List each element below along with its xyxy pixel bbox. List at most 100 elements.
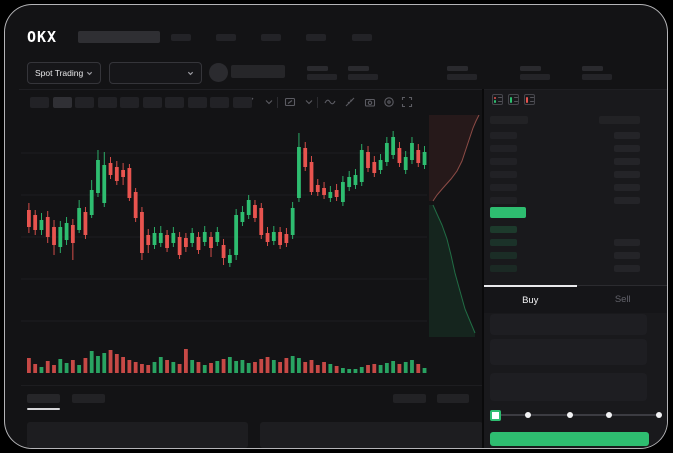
price-input[interactable] [490,314,647,335]
ticker-stat-group [520,66,550,80]
orderbook-ask-price[interactable] [490,184,517,191]
orderbook-ask-price[interactable] [490,171,517,178]
nav-item-placeholder[interactable] [352,34,372,41]
pair-selector-dropdown[interactable] [109,62,202,84]
chevron-down-icon [86,71,93,75]
nav-item-placeholder[interactable] [216,34,236,41]
orderbook-ask-amount [614,184,640,191]
stat-label-placeholder [348,66,369,71]
book-both-icon[interactable] [492,94,503,105]
book-asks-icon[interactable] [524,94,535,105]
chevron-down-icon[interactable] [263,96,275,108]
fullscreen-icon[interactable] [401,96,413,108]
timeframe-button[interactable] [232,97,252,108]
stat-label-placeholder [520,66,541,71]
camera-icon[interactable] [364,96,376,108]
candlestick-chart[interactable] [21,115,427,377]
orderbook-bid-amount [614,265,640,272]
stat-label-placeholder [307,66,328,71]
bottom-tab-active-indicator [27,408,60,410]
orderbook-ask-price[interactable] [490,145,517,152]
nav-item-placeholder[interactable] [261,34,281,41]
depth-chart[interactable] [429,115,483,337]
bottom-action-placeholder[interactable] [437,394,469,403]
orderbook-bid-price[interactable] [490,265,517,272]
indicators-icon[interactable] [284,96,296,108]
slider-track[interactable] [495,414,659,416]
orderbook-ask-price[interactable] [490,197,517,204]
ticker-stat-group [582,66,612,80]
measure-icon[interactable] [344,96,356,108]
toolbar-separator [317,97,318,108]
bottom-action-placeholder[interactable] [393,394,426,403]
orderbook-bid-price[interactable] [490,239,517,246]
last-price-badge [490,207,526,218]
slider-stop[interactable] [566,411,574,418]
ticker-stat-group [307,66,337,80]
book-bids-icon[interactable] [508,94,519,105]
device-frame: OKX Spot Trading [4,4,668,449]
chevron-down-icon[interactable] [303,96,315,108]
bottom-panel-left [27,422,248,448]
orderbook-trade-panel: Buy Sell [484,90,667,448]
tab-buy[interactable]: Buy [484,285,577,313]
timeframe-button[interactable] [120,97,139,108]
timeframe-button[interactable] [165,97,184,108]
trade-tabs: Buy Sell [484,285,667,313]
stat-value-placeholder [348,74,378,80]
slider-stop[interactable] [605,411,613,418]
ticker-stat-group [447,66,477,80]
toolbar-separator [277,97,278,108]
orderbook-ask-amount [614,197,640,204]
line-tool-icon[interactable] [324,96,336,108]
coin-avatar [209,63,228,82]
slider-stop[interactable] [524,411,532,418]
chart-bottom-divider [21,385,483,386]
timeframe-button[interactable] [30,97,49,108]
orderbook-ask-price[interactable] [490,132,517,139]
orderbook-amount-header [599,116,640,124]
timeframe-button[interactable] [52,97,72,108]
orderbook-ask-price[interactable] [490,158,517,165]
orderbook-price-header [490,116,528,124]
okx-logo: OKX [27,28,58,46]
tab-sell[interactable]: Sell [576,285,667,313]
bottom-panel-right [260,422,483,448]
slider-handle[interactable] [489,409,501,421]
orderbook-bid-amount [614,252,640,259]
total-input[interactable] [490,373,647,401]
ticker-stat-group [348,66,378,80]
orderbook-bid-price[interactable] [490,226,517,233]
amount-slider[interactable] [489,408,663,422]
nav-primary-placeholder[interactable] [78,31,160,43]
timeframe-button[interactable] [142,97,162,108]
slider-stop[interactable] [655,411,663,418]
stat-label-placeholder [447,66,468,71]
timeframe-button[interactable] [210,97,229,108]
bottom-tab-active[interactable] [27,394,60,403]
buy-button[interactable] [490,432,649,446]
timeframe-button[interactable] [97,97,117,108]
orderbook-bid-amount [614,239,640,246]
orderbook-ask-amount [614,158,640,165]
timeframe-button[interactable] [187,97,207,108]
chevron-down-icon [187,71,194,75]
settings-icon[interactable] [383,96,395,108]
orderbook-bid-price[interactable] [490,252,517,259]
stat-value-placeholder [582,74,612,80]
nav-item-placeholder[interactable] [171,34,191,41]
market-type-label: Spot Trading [35,68,84,78]
stat-value-placeholder [307,74,337,80]
stat-value-placeholder [447,74,477,80]
pair-name-placeholder [231,65,285,78]
market-type-dropdown[interactable]: Spot Trading [27,62,101,84]
amount-input[interactable] [490,339,647,365]
nav-item-placeholder[interactable] [306,34,326,41]
bottom-tab[interactable] [72,394,105,403]
stat-label-placeholder [582,66,603,71]
timeframe-button[interactable] [75,97,94,108]
orderbook-ask-amount [614,132,640,139]
orderbook-ask-amount [614,171,640,178]
header-divider [19,89,667,90]
orderbook-ask-amount [614,145,640,152]
